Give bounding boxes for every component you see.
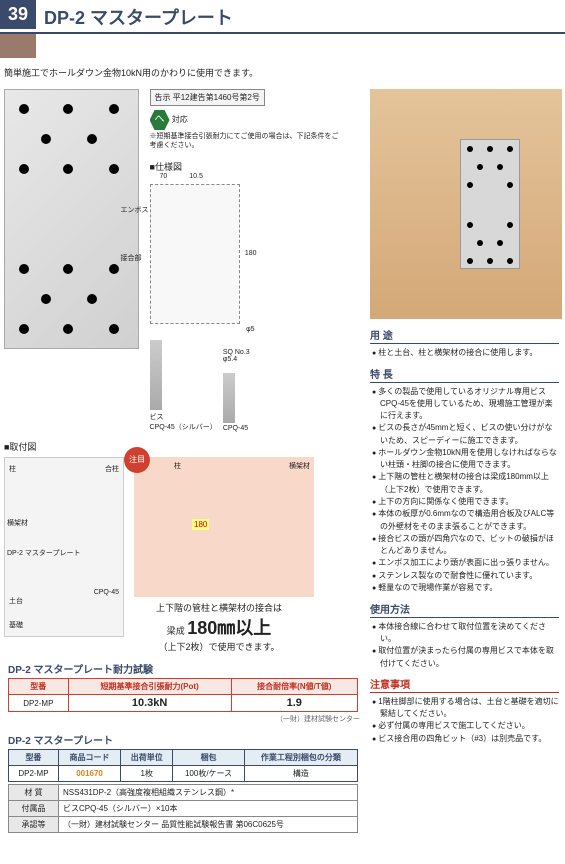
pt-cell-4: 構造 — [244, 766, 357, 782]
label-pillar: 柱 — [9, 464, 16, 474]
intro-text: 簡単施工でホールダウン金物10kN用のかわりに使用できます。 — [0, 58, 565, 85]
caption-line3: （上下2枚）で使用できます。 — [124, 640, 314, 653]
test-footnote: （一財）建材試験センター — [4, 714, 364, 724]
test-cell-0: DP2-MP — [9, 695, 69, 712]
pt-col-4: 作業工程別梱包の分類 — [244, 750, 357, 766]
features-heading: 特 長 — [370, 366, 559, 383]
attention-diagram: 注目 柱 横架材 180 — [134, 457, 314, 597]
screw-d: φ5.4 — [223, 356, 250, 363]
test-col-1: 短期基準接合引張耐力(Pot) — [68, 679, 231, 695]
list-item: 多くの製品で使用しているオリジナル専用ビスCPQ-45を使用しているため、現場施… — [372, 386, 559, 423]
meta-table: 材 質NSS431DP-2（高強度複相組織ステンレス鋼）* 付属品ビスCPQ-4… — [8, 784, 358, 833]
list-item: 必ず付属の専用ビスで施工してください。 — [372, 720, 559, 733]
list-item: ステンレス製なので耐食性に優れています。 — [372, 570, 559, 583]
label-sill: 土台 — [9, 596, 23, 606]
page-header: 39 DP-2 マスタープレート — [0, 0, 565, 34]
mounting-diagram: 合柱 柱 横架材 DP-2 マスタープレート 土台 基礎 CPQ-45 — [4, 457, 124, 637]
hex-badge-icon: へ — [150, 110, 170, 130]
screw-label: ビス — [150, 412, 217, 422]
list-item: ビスの長さが45mmと短く、ビスの使い分けがないため、スピーディーに施工できます… — [372, 422, 559, 447]
spec-diameter: φ5 — [246, 326, 254, 333]
table-row: 承認等（一財）建材試験センター 品質性能試験報告書 第06C0625号 — [9, 817, 358, 833]
spec-emboss: エンボス — [121, 205, 149, 215]
test-table: 型番 短期基準接合引張耐力(Pot) 接合耐倍率(N値/T値) DP2-MP 1… — [8, 678, 358, 712]
list-item: 取付位置が決まったら付属の専用ビスで本体を取付けてください。 — [372, 645, 559, 670]
howto-heading: 使用方法 — [370, 601, 559, 618]
howto-list: 本体接合線に合わせて取付位置を決めてください。 取付位置が決まったら付属の専用ビ… — [370, 621, 559, 670]
test-cell-1: 10.3kN — [68, 695, 231, 712]
accent-bar — [0, 34, 36, 58]
caption-line1: 上下階の管柱と横架材の接合は — [124, 601, 314, 614]
caution-list: 1階柱脚部に使用する場合は、土台と基礎を適切に緊結してください。 必ず付属の専用… — [370, 696, 559, 746]
label-base: 基礎 — [9, 620, 23, 630]
test-cell-2: 1.9 — [231, 695, 357, 712]
spec-title: ■仕様図 — [150, 160, 342, 173]
list-item: 1階柱脚部に使用する場合は、土台と基礎を適切に緊結してください。 — [372, 696, 559, 721]
notice-suffix: 対応 — [172, 115, 188, 124]
notice-label: 告示 平12建告第1460号第2号 — [150, 89, 265, 106]
screw-code: CPQ-45 — [223, 425, 250, 432]
label-crossbeam: 横架材 — [7, 518, 28, 528]
list-item: 接合ビスの頭が四角穴なので、ビットの破損がほとんどありません。 — [372, 533, 559, 558]
test-col-0: 型番 — [9, 679, 69, 695]
caution-heading: 注意事項 — [370, 676, 559, 693]
screw-q: SQ No.3 — [223, 349, 250, 356]
dim-180: 180 — [192, 519, 209, 530]
mounting-title: ■取付図 — [4, 440, 364, 453]
spec-side: 10.5 — [189, 173, 203, 180]
product-table-title: DP-2 マスタープレート — [4, 732, 364, 747]
list-item: 上下階の管柱と横架材の接合は梁成180mm以上（上下2枚）で使用できます。 — [372, 471, 559, 496]
label-cross-2: 横架材 — [289, 461, 310, 471]
install-plate — [460, 139, 520, 269]
product-table: 型番 商品コード 出荷単位 梱包 作業工程別梱包の分類 DP2-MP 00167… — [8, 749, 358, 782]
spec-width: 70 — [160, 173, 168, 180]
pt-col-1: 商品コード — [58, 750, 120, 766]
mounting-area: ■取付図 合柱 柱 横架材 DP-2 マスタープレート 土台 基礎 CPQ-45… — [4, 440, 364, 653]
spec-height: 180 — [245, 250, 257, 257]
list-item: 柱と土台、柱と横架材の接合に使用します。 — [372, 347, 559, 360]
list-item: エンボス加工により頭が表面に出っ張りません。 — [372, 557, 559, 570]
features-list: 多くの製品で使用しているオリジナル専用ビスCPQ-45を使用しているため、現場施… — [370, 386, 559, 595]
spec-area: 告示 平12建告第1460号第2号 へ 対応 ※短期基準接合引張耐力にてご使用の… — [142, 89, 342, 432]
screw-name: CPQ-45（シルバー） — [150, 422, 217, 432]
caption-prefix: 梁成 — [167, 626, 188, 636]
pt-cell-0: DP2-MP — [9, 766, 59, 782]
spec-joint: 接合部 — [121, 253, 142, 263]
screw-icon — [150, 340, 162, 410]
left-column: 告示 平12建告第1460号第2号 へ 対応 ※短期基準接合引張耐力にてご使用の… — [4, 89, 364, 835]
list-item: 本体の板厚が0.6mmなので構造用合板及びALC等の外壁材をそのまま張ることがで… — [372, 508, 559, 533]
pt-cell-3: 100枚/ケース — [173, 766, 244, 782]
list-item: ホールダウン金物10kN用を使用しなければならない柱頭・柱脚の接合に使用できます… — [372, 447, 559, 472]
list-item: 軽量なので現場作業が容易です。 — [372, 582, 559, 595]
usage-heading: 用 途 — [370, 327, 559, 344]
table-row: 材 質NSS431DP-2（高強度複相組織ステンレス鋼）* — [9, 785, 358, 801]
notice-note: ※短期基準接合引張耐力にてご使用の場合は、下記条件をご考慮ください。 — [150, 132, 342, 150]
label-screw: CPQ-45 — [94, 589, 119, 596]
label-pillar-2: 柱 — [174, 461, 181, 471]
pt-col-2: 出荷単位 — [121, 750, 173, 766]
pt-cell-1: 001670 — [58, 766, 120, 782]
pt-col-3: 梱包 — [173, 750, 244, 766]
product-photo — [4, 89, 139, 349]
attention-badge: 注目 — [124, 447, 150, 473]
list-item: 上下の方向に関係なく使用できます。 — [372, 496, 559, 509]
installation-photo — [370, 89, 562, 319]
caption-value: 180㎜以上 — [187, 618, 271, 638]
list-item: 本体接合線に合わせて取付位置を決めてください。 — [372, 621, 559, 646]
page-title: DP-2 マスタープレート — [36, 0, 233, 30]
page-number: 39 — [0, 0, 36, 29]
usage-list: 柱と土台、柱と横架材の接合に使用します。 — [370, 347, 559, 360]
pt-col-0: 型番 — [9, 750, 59, 766]
test-col-2: 接合耐倍率(N値/T値) — [231, 679, 357, 695]
list-item: ビス接合用の四角ビット（#3）は別売品です。 — [372, 733, 559, 746]
right-column: 用 途 柱と土台、柱と横架材の接合に使用します。 特 長 多くの製品で使用してい… — [364, 89, 559, 835]
test-title: DP-2 マスタープレート耐力試験 — [4, 661, 364, 676]
table-row: 付属品ビスCPQ-45（シルバー）×10本 — [9, 801, 358, 817]
label-beam: 合柱 — [105, 464, 119, 474]
screw-icon-2 — [223, 373, 235, 423]
pt-cell-2: 1枚 — [121, 766, 173, 782]
label-product: DP-2 マスタープレート — [7, 548, 80, 558]
spec-diagram: エンボス 接合部 180 φ5 — [150, 184, 240, 324]
beam-caption: 上下階の管柱と横架材の接合は 梁成 180㎜以上 （上下2枚）で使用できます。 — [124, 601, 314, 653]
